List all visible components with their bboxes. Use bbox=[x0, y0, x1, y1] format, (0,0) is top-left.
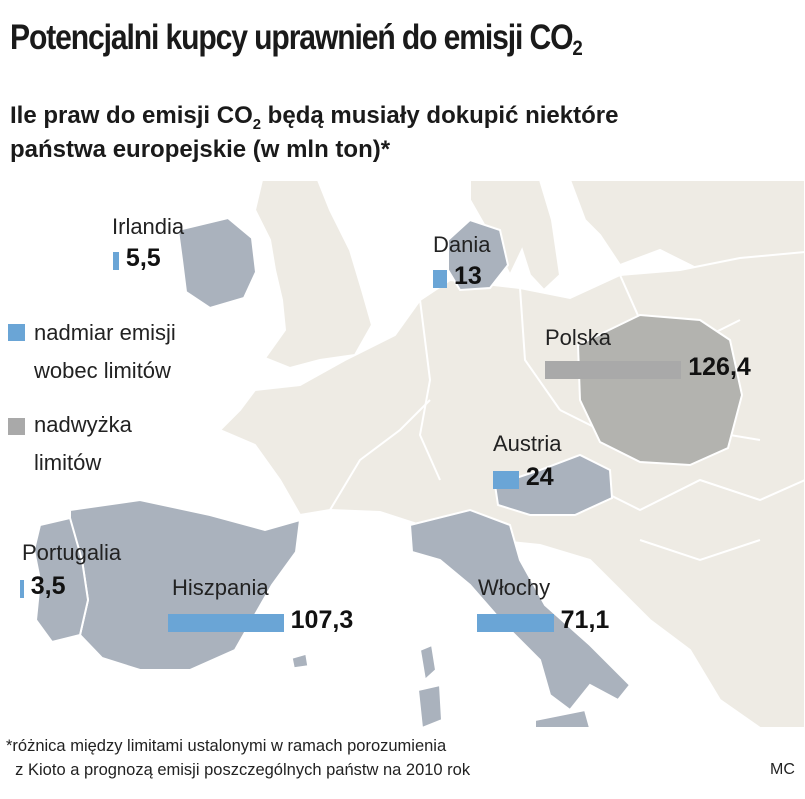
chart-title: Potencjalni kupcy uprawnień do emisji CO… bbox=[10, 18, 583, 60]
chart-subtitle: Ile praw do emisji CO2 będą musiały doku… bbox=[10, 102, 619, 163]
footnote: *różnica między limitami ustalonymi w ra… bbox=[6, 737, 471, 779]
value-label: 126,4 bbox=[688, 353, 751, 381]
legend-label-surplus: nadwyżka limitów bbox=[34, 412, 132, 475]
legend-label-excess: nadmiar emisji wobec limitów bbox=[34, 320, 176, 383]
value-label: 5,5 bbox=[125, 244, 161, 272]
country-bar bbox=[168, 614, 284, 632]
country-bar bbox=[545, 361, 682, 379]
legend-swatch-excess bbox=[8, 324, 25, 341]
corsica-island bbox=[418, 643, 438, 682]
author-credit: MC bbox=[770, 761, 795, 778]
ireland-country bbox=[176, 216, 258, 310]
country-bar bbox=[477, 614, 554, 632]
country-bar bbox=[493, 471, 519, 489]
country-label: Hiszpania bbox=[172, 575, 269, 600]
denmark-country bbox=[447, 218, 510, 292]
country-label: Irlandia bbox=[112, 214, 185, 239]
legend-swatch-surplus bbox=[8, 418, 25, 435]
country-bar bbox=[113, 252, 119, 270]
sicily-island bbox=[534, 708, 592, 728]
austria-country bbox=[493, 453, 614, 516]
italy-country bbox=[408, 508, 632, 712]
scandinavia-land bbox=[469, 180, 562, 292]
value-label: 3,5 bbox=[30, 572, 66, 600]
country-bar bbox=[433, 270, 447, 288]
value-label: 107,3 bbox=[290, 606, 354, 634]
country-label: Polska bbox=[545, 325, 612, 350]
poland-country bbox=[576, 313, 744, 467]
balearic-island bbox=[291, 653, 309, 669]
value-label: 24 bbox=[525, 463, 554, 491]
sardinia-island bbox=[416, 683, 444, 728]
value-label: 71,1 bbox=[560, 606, 610, 634]
country-label: Włochy bbox=[478, 575, 551, 600]
country-bar bbox=[20, 580, 24, 598]
value-label: 13 bbox=[454, 262, 482, 290]
country-label: Portugalia bbox=[22, 540, 122, 565]
portugal-country bbox=[32, 516, 90, 644]
great-britain-land bbox=[253, 180, 374, 370]
country-label: Austria bbox=[493, 431, 562, 456]
country-label: Dania bbox=[433, 232, 491, 257]
